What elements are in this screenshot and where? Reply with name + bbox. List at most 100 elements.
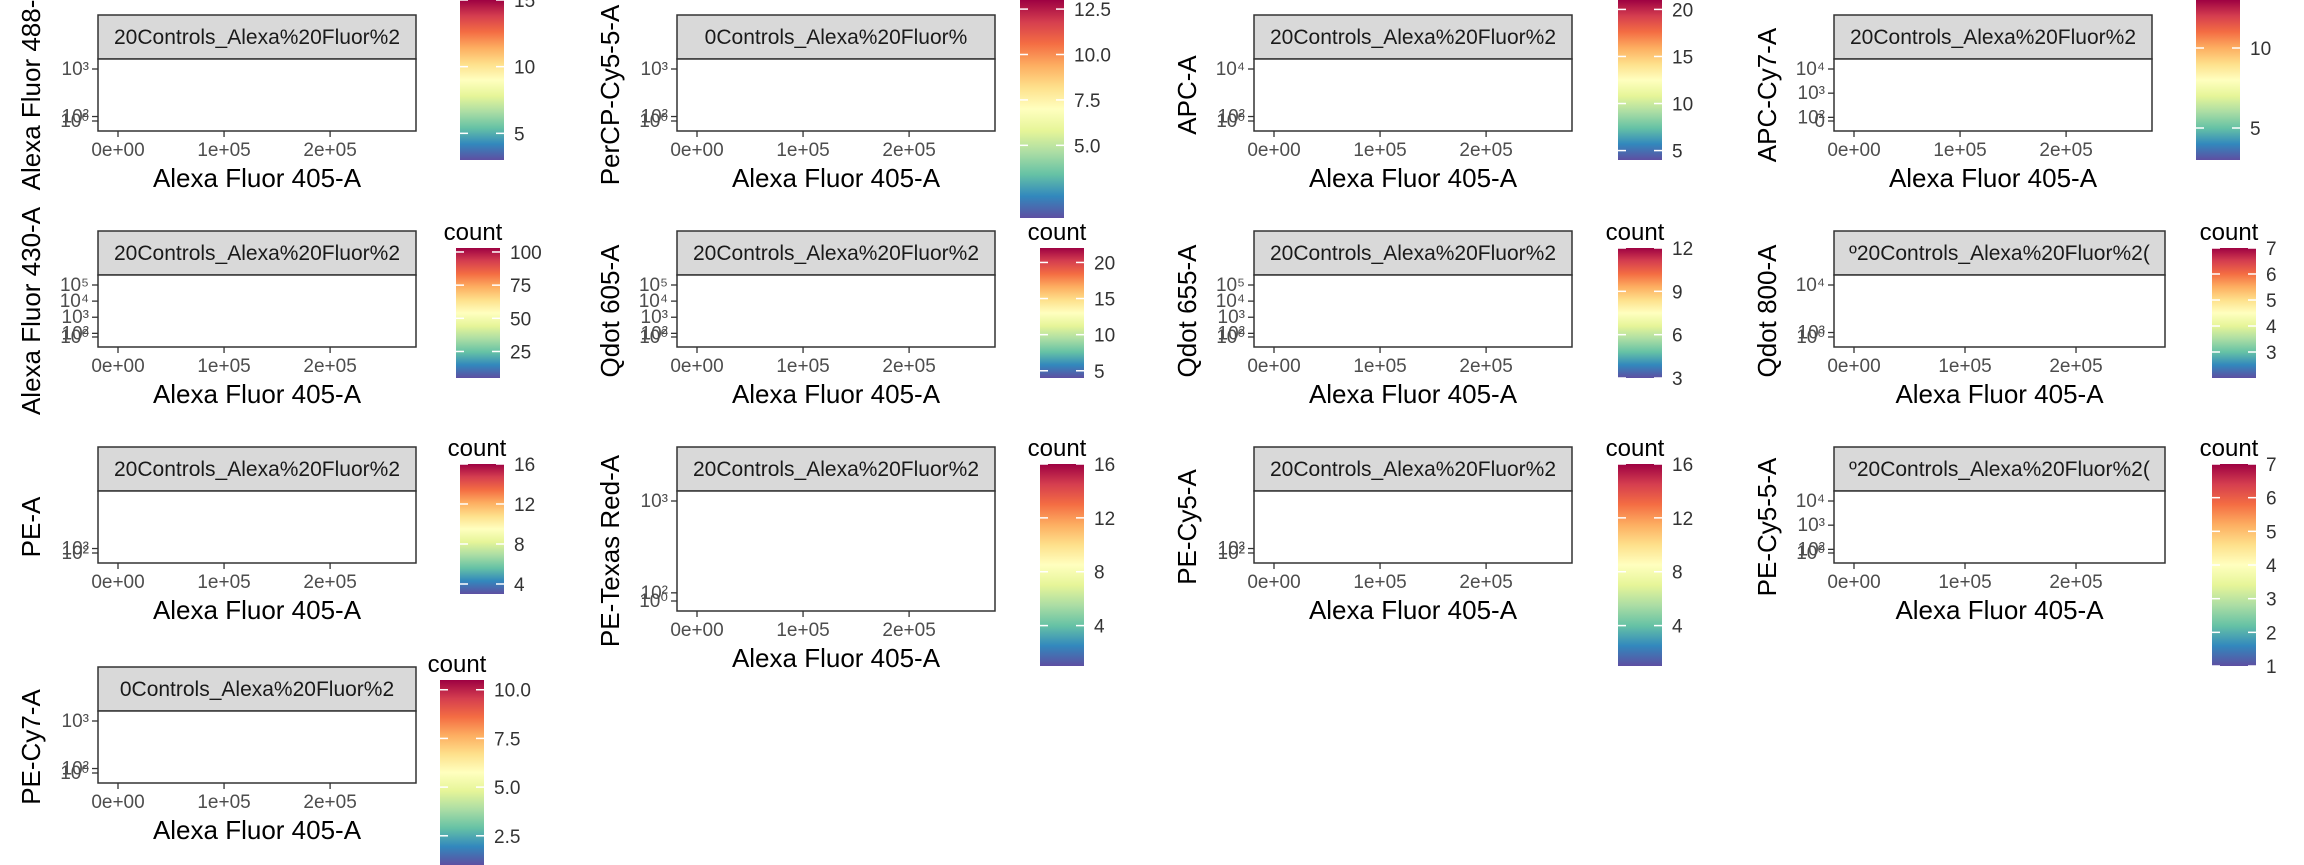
colorbar-label: 10: [1672, 95, 1693, 116]
y-tick-label: 10⁵: [1216, 275, 1245, 296]
facet-panel-6: 20Controls_Alexa%20Fluor%210⁰10²10³10⁴10…: [595, 219, 1115, 409]
panel-border: [1833, 274, 2166, 348]
facet-panel-5: 20Controls_Alexa%20Fluor%210⁰10²10³10⁴10…: [16, 206, 542, 415]
y-axis-title: Qdot 605-A: [595, 244, 625, 378]
colorbar-label: 20: [1094, 253, 1115, 274]
facet-strip-label: 0Controls_Alexa%20Fluor%: [705, 26, 968, 49]
y-axis-title: Qdot 800-A: [1752, 244, 1782, 378]
colorbar: [2196, 0, 2240, 160]
y-tick-label: 10³: [1798, 323, 1825, 344]
x-axis-title: Alexa Fluor 405-A: [153, 163, 362, 193]
y-tick-label: 10³: [62, 59, 89, 80]
legend-title: count: [1028, 219, 1087, 246]
facet-strip-label: 20Controls_Alexa%20Fluor%2: [693, 242, 979, 265]
colorbar-label: 75: [510, 276, 531, 297]
x-axis-title: Alexa Fluor 405-A: [153, 379, 362, 409]
colorbar-label: 100: [510, 243, 542, 264]
facet-strip-label: 20Controls_Alexa%20Fluor%2: [114, 458, 400, 481]
colorbar-label: 10.0: [1074, 46, 1111, 67]
y-tick-label: 10⁴: [1796, 59, 1825, 80]
panel-border: [1833, 58, 2153, 132]
x-tick-label: 0e+00: [670, 140, 723, 161]
x-tick-label: 1e+05: [1353, 356, 1406, 377]
y-axis-title: Alexa Fluor 430-A: [16, 206, 46, 415]
colorbar-label: 15: [514, 0, 535, 12]
x-tick-label: 2e+05: [303, 140, 356, 161]
panel-border: [676, 58, 996, 132]
count-legend: 5 10: [2196, 0, 2271, 160]
x-tick-label: 1e+05: [1353, 140, 1406, 161]
facet-panel-7: 20Controls_Alexa%20Fluor%210⁰10²10³10⁴10…: [1172, 219, 1693, 409]
colorbar-label: 20: [1672, 0, 1693, 21]
facet-strip: [97, 14, 417, 60]
facet-panel-3: 20Controls_Alexa%20Fluor%210⁰10²10⁴0e+00…: [1172, 0, 1693, 193]
y-tick-label: 10³: [1798, 83, 1825, 104]
colorbar: [1040, 248, 1084, 378]
colorbar-label: 5: [1094, 362, 1105, 383]
y-tick-label: 10²: [641, 107, 668, 128]
x-tick-label: 0e+00: [91, 140, 144, 161]
y-tick-label: 10³: [641, 59, 668, 80]
colorbar: [1618, 248, 1662, 378]
colorbar-label: 15: [1094, 290, 1115, 311]
x-axis-title: Alexa Fluor 405-A: [732, 163, 941, 193]
x-axis-title: Alexa Fluor 405-A: [1889, 163, 2098, 193]
colorbar-label: 5: [514, 124, 525, 145]
x-tick-label: 1e+05: [776, 140, 829, 161]
colorbar: [456, 248, 500, 378]
y-tick-label: 10⁴: [1796, 275, 1825, 296]
y-tick-label: 10⁴: [1216, 59, 1245, 80]
panel-border: [1253, 58, 1573, 132]
colorbar-label: 5: [1672, 142, 1683, 163]
facet-strip-label: 20Controls_Alexa%20Fluor%2: [1270, 26, 1556, 49]
x-tick-label: 2e+05: [882, 140, 935, 161]
legend-title: count: [1606, 219, 1665, 246]
y-tick-label: 10⁵: [60, 275, 89, 296]
x-tick-label: 0e+00: [670, 356, 723, 377]
y-tick-label: 10²: [1218, 107, 1245, 128]
x-tick-label: 2e+05: [1459, 140, 1512, 161]
x-tick-label: 0e+00: [91, 356, 144, 377]
colorbar: [2212, 248, 2256, 378]
panel-border: [97, 58, 417, 132]
x-tick-label: 1e+05: [1933, 140, 1986, 161]
colorbar-label: 5: [2266, 291, 2277, 312]
colorbar-label: 25: [510, 342, 531, 363]
panel-border: [97, 274, 417, 348]
colorbar-label: 5: [2250, 119, 2261, 140]
x-axis-title: Alexa Fluor 405-A: [1895, 379, 2104, 409]
x-tick-label: 1e+05: [1938, 356, 1991, 377]
x-tick-label: 0e+00: [1247, 356, 1300, 377]
y-axis-title: Alexa Fluor 488-: [16, 0, 46, 190]
x-tick-label: 1e+05: [197, 140, 250, 161]
colorbar-label: 5.0: [1074, 136, 1100, 157]
x-axis-title: Alexa Fluor 405-A: [732, 379, 941, 409]
colorbar-label: 6: [2266, 265, 2277, 286]
x-axis-title: Alexa Fluor 405-A: [1309, 163, 1518, 193]
facet-panel-8: º20Controls_Alexa%20Fluor%2(10⁰10³10⁴0e+…: [1752, 219, 2277, 409]
facet-strip-label: 20Controls_Alexa%20Fluor%2: [1850, 26, 2136, 49]
y-tick-label: 10⁰: [60, 111, 89, 132]
y-axis-title: PerCP-Cy5-5-A: [595, 4, 625, 185]
colorbar-label: 12.5: [1074, 0, 1111, 21]
panel-border: [676, 274, 996, 348]
y-axis-title: APC-A: [1172, 55, 1202, 135]
panel-border: [1253, 274, 1573, 348]
colorbar-label: 3: [2266, 343, 2277, 364]
colorbar-label: 10: [2250, 39, 2271, 60]
colorbar: [1618, 0, 1662, 160]
facet-strip-label: 20Controls_Alexa%20Fluor%2: [1270, 242, 1556, 265]
colorbar-label: 4: [2266, 317, 2277, 338]
colorbar-label: 9: [1672, 282, 1683, 303]
y-tick-label: 10⁵: [639, 275, 668, 296]
x-tick-label: 2e+05: [1459, 356, 1512, 377]
colorbar-label: 12: [1672, 239, 1693, 260]
facet-panel-1: 20Controls_Alexa%20Fluor%210⁰10²10³0e+00…: [16, 0, 535, 193]
x-axis-title: Alexa Fluor 405-A: [1309, 379, 1518, 409]
